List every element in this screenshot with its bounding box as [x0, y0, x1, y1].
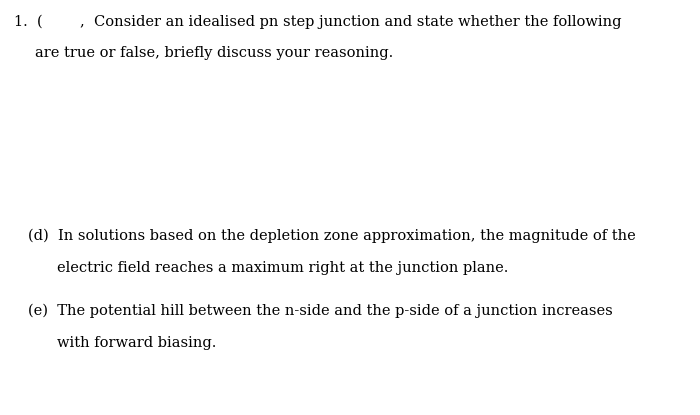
Text: with forward biasing.: with forward biasing.: [57, 336, 217, 350]
Text: (e)  The potential hill between the n-side and the p-side of a junction increase: (e) The potential hill between the n-sid…: [28, 304, 612, 318]
Text: 1.  (: 1. (: [14, 15, 43, 29]
Text: (d)  In solutions based on the depletion zone approximation, the magnitude of th: (d) In solutions based on the depletion …: [28, 229, 636, 244]
Text: ,  Consider an idealised pn step junction and state whether the following: , Consider an idealised pn step junction…: [80, 15, 622, 29]
Text: are true or false, briefly discuss your reasoning.: are true or false, briefly discuss your …: [35, 46, 393, 61]
Text: electric field reaches a maximum right at the junction plane.: electric field reaches a maximum right a…: [57, 261, 509, 276]
